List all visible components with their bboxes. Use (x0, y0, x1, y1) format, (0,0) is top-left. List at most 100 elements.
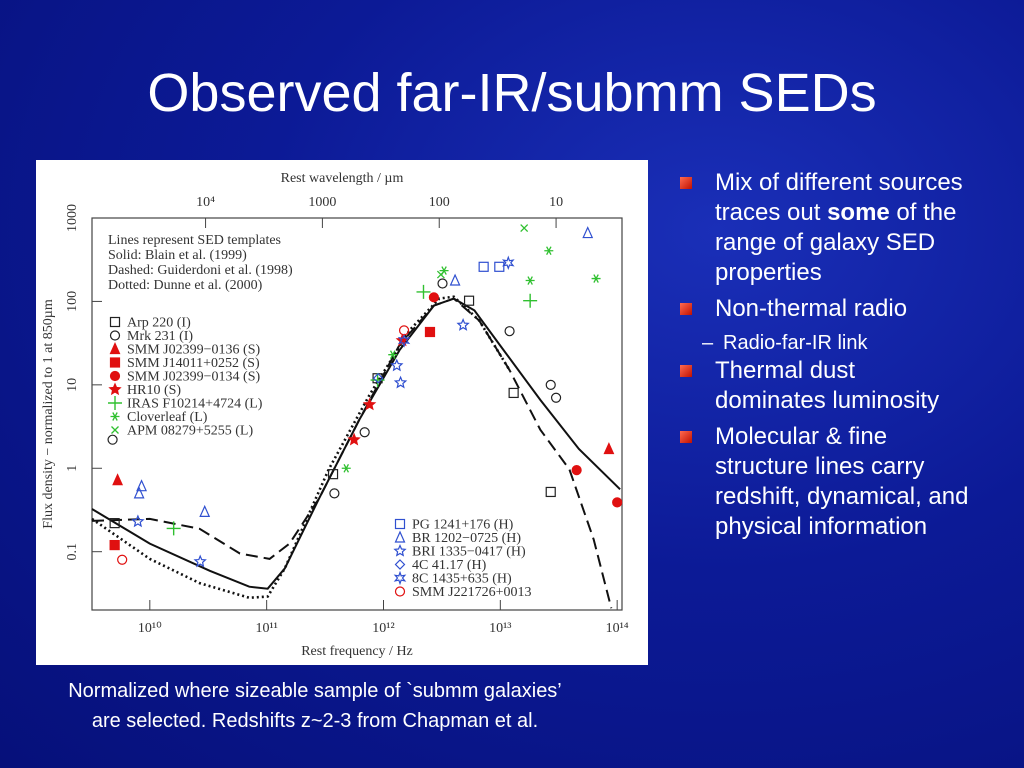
caption: Normalized where sizeable sample of `sub… (20, 676, 610, 736)
note: Lines represent SED templates (108, 233, 281, 248)
plot-frame (91, 217, 623, 611)
x-axis-label: Rest frequency / Hz (301, 644, 413, 659)
legend-label: APM 08279+5255 (L) (127, 424, 253, 439)
chart: 10¹⁰ 10¹¹ 10¹² 10¹³ 10¹⁴ 10⁴ 1000 100 10 0.1 1 10 10… (41, 171, 629, 659)
bullet-marker (680, 365, 692, 377)
marker-shape (494, 261, 505, 272)
data-point (424, 326, 436, 338)
marker-shape (463, 295, 475, 306)
slide-title: Observed far-IR/submm SEDs (147, 63, 877, 123)
legend-label: BRI 1335−0417 (H) (412, 545, 526, 560)
legend-marker (110, 412, 120, 421)
data-point (390, 358, 404, 372)
caption-line: Normalized where sizeable sample of `sub… (68, 680, 562, 702)
data-point (456, 318, 470, 331)
marker-shape (109, 330, 121, 341)
marker-shape (109, 539, 120, 551)
data-point (199, 504, 211, 517)
marker-shape (390, 358, 404, 372)
data-point (359, 427, 370, 438)
x-tick-label: 10¹⁰ (138, 621, 162, 636)
data-point (439, 266, 449, 275)
sub-bullet-text: Radio-far-IR link (723, 332, 868, 354)
legend-label: PG 1241+176 (H) (412, 518, 514, 533)
marker-shape (398, 325, 410, 336)
marker-shape (424, 326, 436, 338)
data-point (131, 514, 145, 528)
legend-marker (109, 316, 121, 328)
data-point (107, 434, 118, 445)
marker-shape (359, 427, 370, 438)
sub-bullet: – Radio-far-IR link (680, 330, 980, 356)
bullet: Molecular & fine structure lines carry r… (680, 422, 970, 542)
data-point (612, 497, 623, 508)
data-point (112, 473, 124, 486)
data-point (501, 255, 515, 271)
legend-marker (109, 357, 121, 368)
marker-shape (437, 278, 448, 289)
marker-shape (603, 442, 615, 455)
marker-shape (591, 274, 601, 283)
marker-shape (372, 372, 384, 384)
marker-shape (504, 326, 515, 337)
marker-shape (111, 426, 119, 434)
legend-label: SMM J14011+0252 (S) (127, 356, 260, 371)
y-tick-label: 0.1 (65, 543, 80, 561)
marker-shape (110, 412, 120, 421)
data-point (591, 274, 601, 283)
data-point (362, 397, 377, 411)
legend-marker (394, 518, 406, 530)
legend-label: SMM J02399−0134 (S) (127, 370, 260, 385)
x-tick-label: 10¹³ (489, 621, 511, 636)
marker-shape (508, 387, 519, 399)
marker-shape (327, 469, 339, 480)
y-tick-label: 10 (65, 378, 80, 392)
marker-shape (394, 518, 406, 530)
marker-shape (193, 554, 207, 568)
note: Dotted: Dunne et al. (2000) (108, 278, 263, 293)
marker-shape (109, 518, 120, 529)
marker-shape (394, 559, 406, 570)
chart-panel: 10¹⁰ 10¹¹ 10¹² 10¹³ 10¹⁴ 10⁴ 1000 100 10 0.1 1 10 10… (36, 160, 648, 665)
data-point (571, 465, 582, 476)
marker-shape (545, 379, 556, 390)
bullet-text: Mix of different sources traces out (715, 169, 963, 226)
data-point (523, 293, 538, 308)
legend-label: 8C 1435+635 (H) (412, 572, 512, 587)
bullet: Mix of different sources traces out some… (680, 168, 970, 288)
data-point (508, 387, 519, 399)
sub-bullet-marker: – (702, 332, 714, 354)
bullet-text: Thermal dust dominates luminosity (715, 357, 940, 414)
legend-marker (393, 543, 407, 557)
bullet-marker (680, 177, 692, 189)
marker-shape (393, 570, 407, 586)
marker-shape (501, 255, 515, 271)
data-point (117, 554, 128, 565)
marker-shape (133, 486, 145, 499)
data-point (193, 554, 207, 568)
marker-shape (108, 396, 122, 410)
data-point (436, 270, 445, 279)
data-point (463, 295, 475, 306)
marker-shape (108, 382, 122, 396)
legend-marker (109, 342, 121, 355)
marker-shape (397, 333, 411, 348)
legend-marker (394, 586, 406, 597)
data-point (582, 226, 594, 239)
marker-shape (456, 318, 470, 331)
marker-shape (550, 392, 562, 403)
x2-axis-label: Rest wavelength / µm (281, 171, 404, 186)
legend-marker (394, 530, 406, 543)
y-tick-label: 1 (65, 465, 80, 472)
data-point (347, 432, 361, 446)
x2-tick-label: 10 (549, 195, 563, 210)
legend-marker (394, 559, 406, 570)
bullet-text: some (827, 199, 890, 226)
data-point (397, 333, 411, 348)
marker-shape (428, 292, 439, 303)
y-tick-label: 100 (65, 291, 80, 312)
bullet-text: of the range of galaxy SED properties (715, 199, 957, 286)
data-point (525, 276, 535, 285)
marker-shape (166, 521, 181, 536)
